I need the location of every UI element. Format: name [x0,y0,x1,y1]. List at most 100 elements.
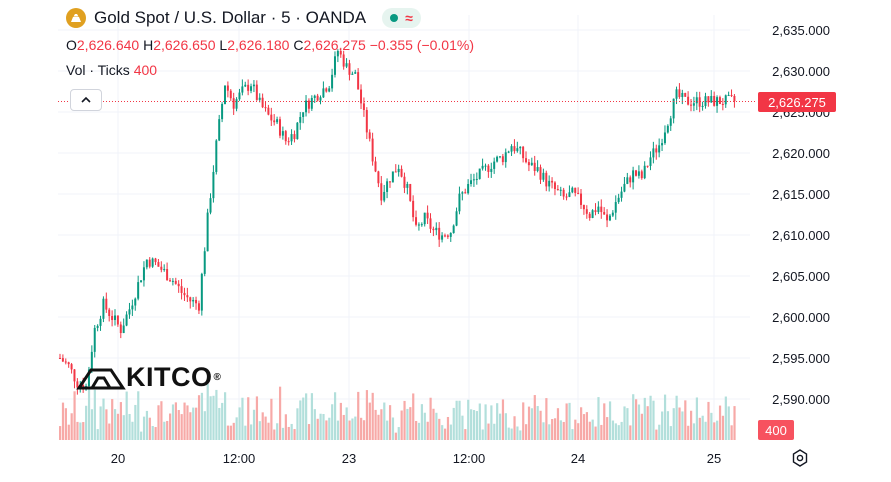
candle-body [718,97,721,105]
volume-bar [438,418,441,440]
candle-body [232,98,235,109]
volume-bar [577,423,580,440]
candle-body [562,189,565,197]
volume-bar [553,418,557,440]
symbol-header[interactable]: Gold Spot / U.S. Dollar · 5 · OANDA ≈ [66,8,421,28]
volume-bar [608,401,612,440]
volume-bar [281,427,285,440]
candle-body [206,212,209,252]
high-value: 2,626.650 [153,37,216,53]
volume-bar [348,420,351,440]
market-status-pill[interactable]: ≈ [382,8,421,28]
price-axis: 2,635.0002,630.0002,625.0002,620.0002,61… [772,23,830,407]
candle-body [140,280,143,283]
volume-bar [556,408,560,440]
volume-bar [475,411,479,440]
chart-grid [58,15,750,440]
volume-bar [108,423,111,440]
candle-body [145,259,148,268]
volume-bar [203,411,206,440]
volume-bar [238,407,241,440]
candle-body [307,100,310,109]
volume-bar [614,423,617,440]
volume-bar [264,416,267,440]
volume-bar [229,425,232,440]
separator: / [169,8,184,27]
candle-body [678,89,681,98]
candle-body [270,114,273,121]
candle-body [128,309,131,315]
candle-body [629,177,632,183]
volume-bar [166,420,169,440]
candle-body [374,161,377,172]
volume-bar [652,400,655,440]
volume-bar [594,426,597,440]
volume-bar [637,404,641,440]
candle-body [553,182,556,190]
volume-bar [258,421,261,440]
candle-body [458,193,461,212]
volume-bar [255,396,259,440]
candle-body [267,107,270,115]
collapse-legend-button[interactable] [70,89,102,111]
kitco-logo-icon [76,368,126,389]
volume-bar [328,417,331,440]
volume-bar [568,402,571,440]
candle-body [597,206,600,213]
candle-body [113,315,116,321]
price-tick-label: 2,615.000 [772,187,830,202]
volume-bar [67,424,70,440]
volume-bar [678,407,681,440]
settings-icon[interactable] [790,448,810,468]
candle-body [692,103,695,106]
candle-body [212,171,215,199]
volume-bar [522,402,525,440]
candle-body [672,98,675,119]
candle-body [530,162,533,166]
candle-body [325,88,328,92]
volume-bar [284,414,287,440]
volume-bar [551,419,554,440]
candle-body [331,74,334,89]
volume-bar [600,424,603,440]
candle-body [661,143,664,146]
volume-bar [244,425,247,440]
candle-body [391,171,394,183]
candle-body [730,95,733,97]
time-axis: 20 12:00 23 12:00 24 25 [111,451,721,466]
candle-body [467,184,470,194]
candle-body [626,177,629,184]
data-source: OANDA [305,8,367,27]
candle-body [400,168,403,177]
candle-body [73,369,76,382]
volume-bar [591,419,594,440]
volume-bar [487,423,490,440]
volume-bar [470,409,473,440]
volume-bar [724,396,727,440]
volume-bar [432,408,435,440]
candle-body [397,168,400,173]
candle-body [545,172,548,187]
low-value: 2,626.180 [227,37,290,53]
candle-body [574,187,577,193]
candle-body [432,228,435,231]
volume-bar [339,402,342,440]
candle-body [148,259,151,267]
volume-legend[interactable]: Vol · Ticks 400 [66,62,157,78]
candle-body [102,298,105,319]
volume-bar [287,426,290,440]
candle-body [250,86,253,91]
volume-bar [718,405,722,440]
volume-bar [510,428,513,440]
candle-body [186,295,189,298]
volume-bar [345,407,348,440]
separator: · [290,8,306,27]
candle-body [76,381,79,388]
current-price-label: 2,626.275 [758,92,836,112]
volume-bar [131,421,134,440]
volume-bar [617,425,620,440]
volume-bar [426,421,429,440]
candle-body [394,171,397,173]
candle-body [565,196,568,198]
